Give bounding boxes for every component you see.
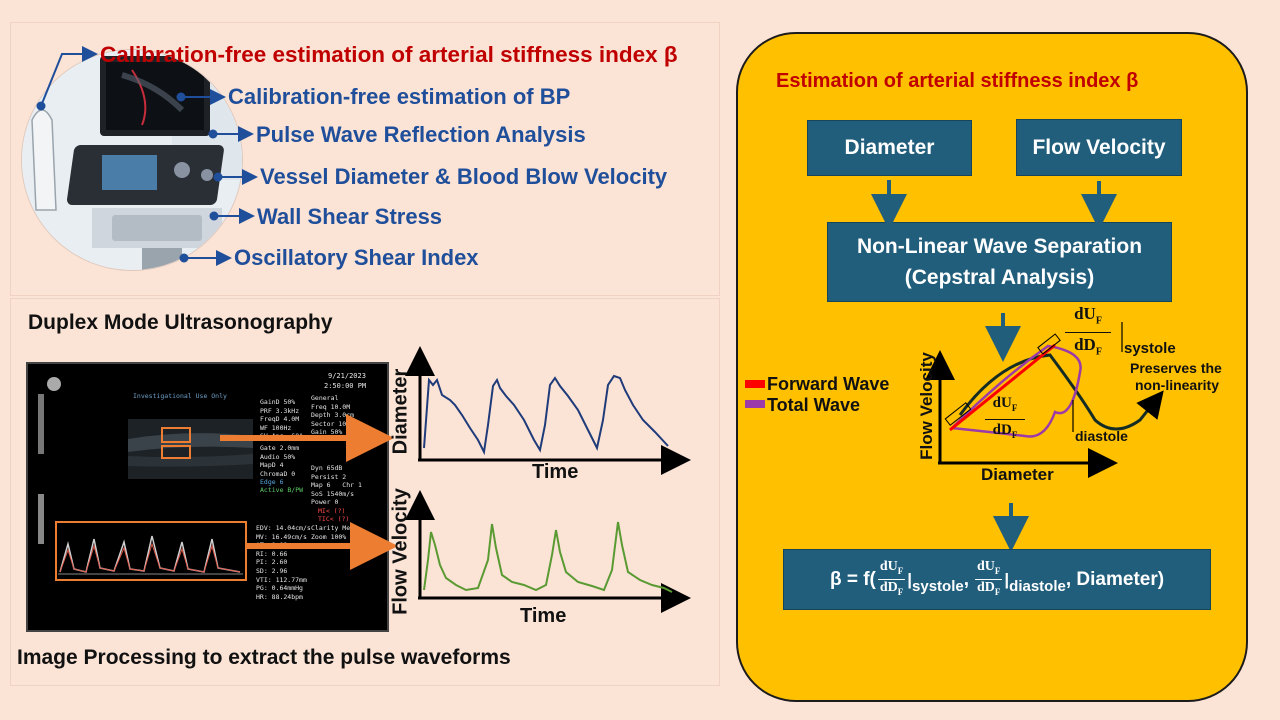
systole-frac-den: dD	[1074, 335, 1096, 355]
diameter-box: Diameter	[807, 120, 972, 176]
systole-frac-num-sub: F	[1095, 315, 1102, 327]
us-params-right: General Freq 10.0M Depth 3.0cm Sector 10…	[311, 394, 355, 437]
ultrasound-machine-illustration	[22, 50, 242, 270]
formula-systole: systole	[912, 578, 964, 595]
systole-frac-den-sub: F	[1095, 346, 1102, 358]
f2-den: dD	[977, 580, 995, 595]
f2-num: dU	[977, 559, 995, 575]
us-date: 9/21/2023	[328, 372, 366, 380]
diastole-frac-den-sub: F	[1011, 430, 1018, 440]
plot-ylabel: Flow Velocity	[917, 352, 936, 460]
diastole-fraction: dUF dDF	[985, 395, 1025, 444]
us-warn-mi: MI< (?)	[318, 507, 346, 515]
diastole-label: diastole	[1075, 428, 1128, 444]
velocity-xlabel: Time	[520, 605, 567, 627]
preserves-line2: non-linearity	[1135, 377, 1220, 393]
us-time: 2:50:00 PM	[324, 382, 367, 390]
nlws-line2: (Cepstral Analysis)	[904, 266, 1095, 289]
duplex-caption: Image Processing to extract the pulse wa…	[17, 646, 511, 669]
estimation-title: Estimation of arterial stiffness index β	[776, 70, 1139, 92]
flow-velocity-box: Flow Velocity	[1016, 119, 1182, 176]
top-list-item-diameter-velocity: Vessel Diameter & Blood Blow Velocity	[260, 164, 668, 189]
duplex-title: Duplex Mode Ultrasonography	[28, 311, 333, 334]
systole-frac-num: dU	[1074, 304, 1096, 323]
f1-den-sub: F	[897, 586, 904, 597]
f1-den: dD	[879, 580, 898, 595]
formula-comma: ,	[963, 568, 969, 590]
arterial-stiffness-headline: Calibration-free estimation of arterial …	[100, 42, 678, 67]
us-params-right2: Dyn 65dB Persist 2 Map 6 Chr 1 SoS 1540m…	[311, 464, 362, 507]
us-params-left: GainD 50% PRF 3.3kHz FreqD 4.0M WF 100Hz…	[260, 398, 304, 441]
velocity-ylabel: Flow Velocity	[389, 488, 412, 615]
preserves-line1: Preserves the	[1130, 360, 1222, 376]
diastole-frac-num: dU	[992, 395, 1012, 411]
f2-den-sub: F	[994, 586, 1001, 597]
legend-total-label: Total Wave	[767, 395, 861, 415]
formula-frac-systole: dUF dDF	[877, 559, 906, 600]
plot-xlabel: Diameter	[981, 465, 1054, 484]
systole-label: systole	[1124, 340, 1176, 357]
us-params-right3: Clarity Med Zoom 100%	[311, 524, 355, 541]
diastole-frac-num-sub: F	[1011, 403, 1018, 413]
us-measurements: EDV: 14.04cm/s MV: 16.49cm/s AT: 0.08s R…	[256, 524, 311, 601]
formula-frac-diastole: dUF dDF	[975, 559, 1003, 600]
us-edge: Edge 6	[260, 478, 284, 486]
nonlinear-wave-separation-box: Non-Linear Wave Separation (Cepstral Ana…	[827, 222, 1172, 302]
diameter-ylabel: Diameter	[389, 368, 412, 455]
top-list-item-wss: Wall Shear Stress	[257, 204, 443, 229]
top-list-item-bp: Calibration-free estimation of BP	[228, 84, 571, 109]
f1-num-sub: F	[897, 566, 904, 576]
us-header-small: Investigational Use Only	[133, 392, 227, 400]
systole-fraction: dUF dDF	[1065, 304, 1111, 362]
us-active: Active B/PW	[260, 486, 304, 494]
f1-num: dU	[879, 559, 898, 575]
formula-diastole: diastole	[1009, 578, 1066, 595]
f2-num-sub: F	[994, 566, 1001, 576]
nlws-line1: Non-Linear Wave Separation	[856, 235, 1143, 258]
formula-prefix: β = f(	[829, 568, 876, 590]
diastole-frac-den: dD	[992, 422, 1012, 438]
formula-diameter: , Diameter)	[1065, 568, 1165, 590]
diameter-xlabel: Time	[532, 461, 579, 483]
ultrasound-screen: Investigational Use Only 9/21/2023 2:50:…	[26, 362, 389, 632]
legend-forward-label: Forward Wave	[767, 374, 890, 394]
us-warn-tic: TIC< (?)	[318, 515, 350, 523]
beta-formula-box: β = f( dUF dDF | systole , dUF dDF | dia…	[783, 549, 1211, 610]
top-list-item-osi: Oscillatory Shear Index	[234, 245, 479, 270]
top-list-item-pwr: Pulse Wave Reflection Analysis	[256, 122, 586, 147]
us-params-left2: Gate 2.0mm Audio 50% MapD 4 ChromaD 0	[260, 444, 300, 478]
